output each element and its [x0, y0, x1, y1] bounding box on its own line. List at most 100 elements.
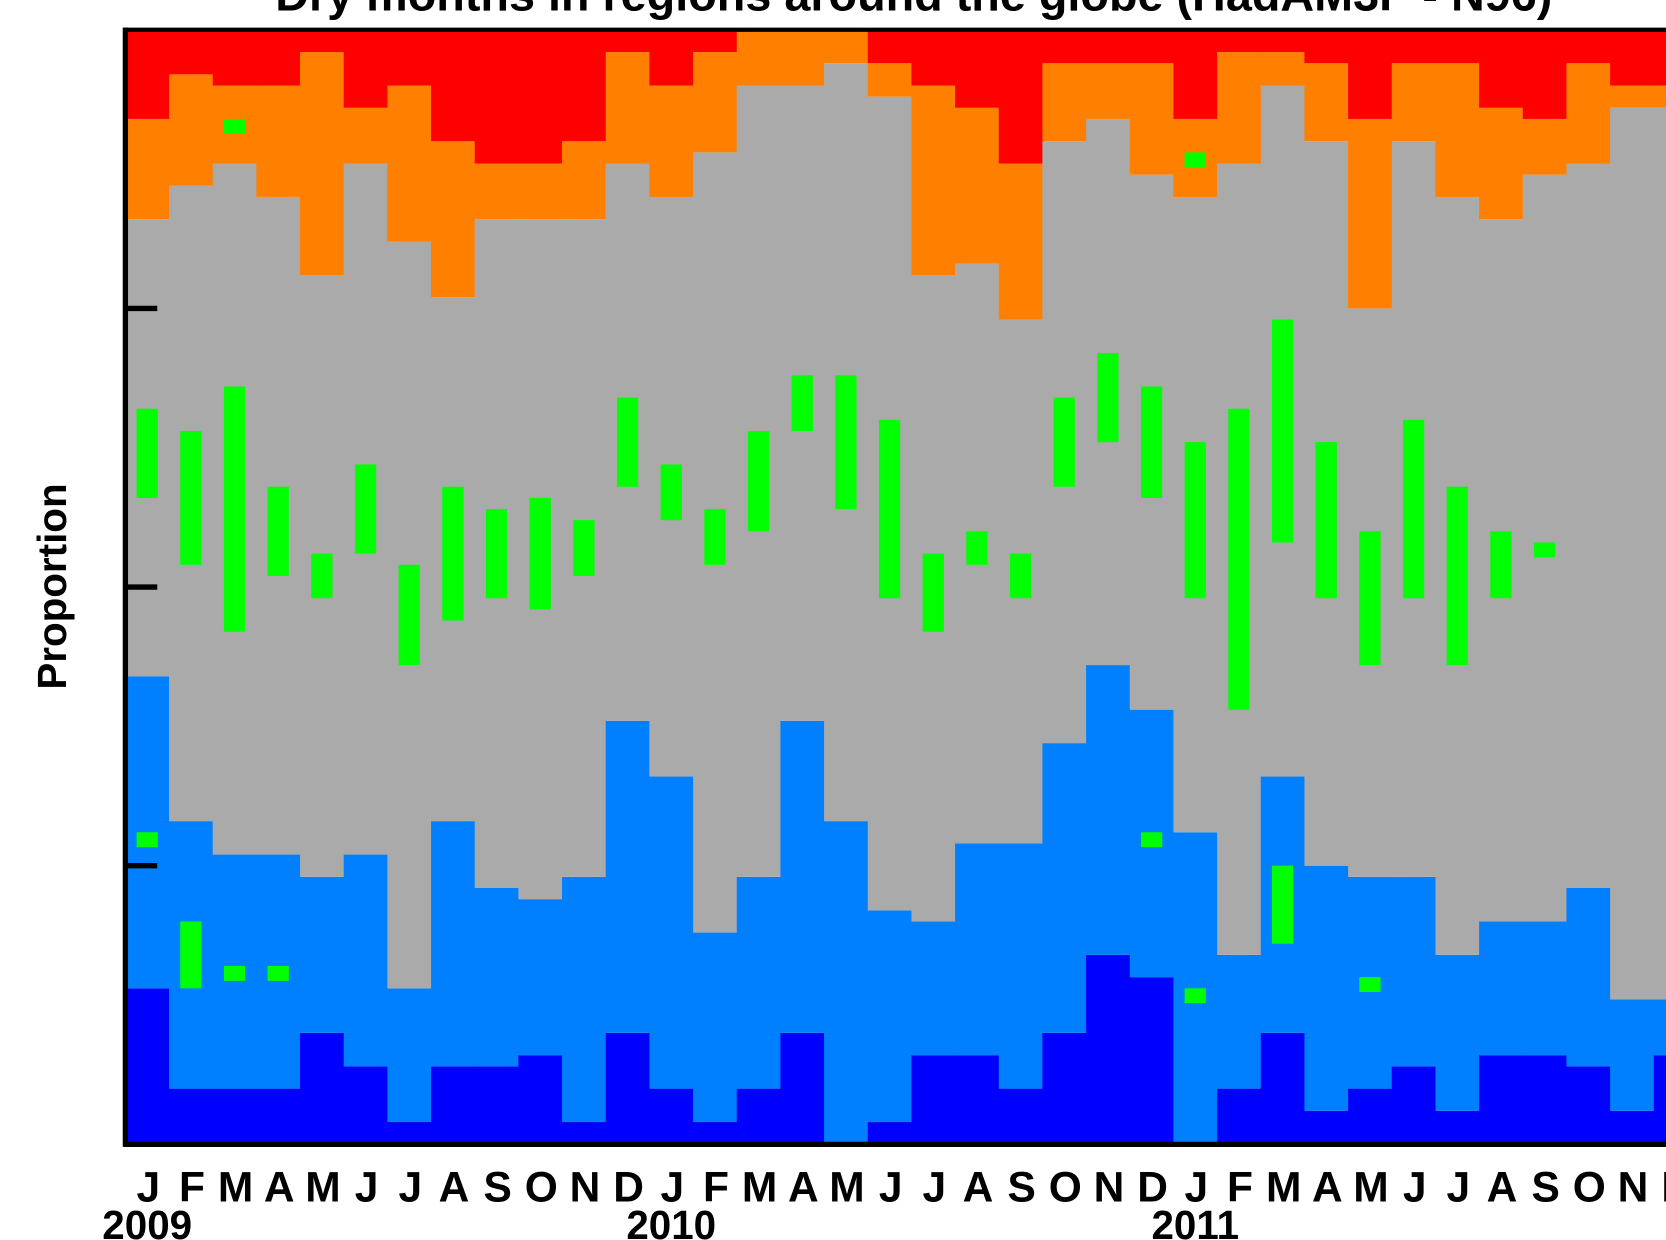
bar-segment	[649, 1088, 694, 1145]
bar-segment	[1260, 29, 1305, 53]
bar-segment	[212, 29, 257, 86]
bar-segment	[1129, 977, 1174, 1145]
bar-segment	[300, 1032, 345, 1145]
bar-segment	[1653, 999, 1666, 1056]
range-marker	[398, 564, 420, 666]
x-tick-label: S	[1531, 1165, 1559, 1212]
x-tick-label: J	[1185, 1165, 1209, 1212]
bar-segment	[824, 821, 869, 1145]
bar-segment	[474, 163, 519, 220]
bar-segment	[474, 29, 519, 164]
bar-segment	[1086, 29, 1131, 64]
bar-segment	[649, 776, 694, 1089]
x-tick-label: S	[1007, 1165, 1035, 1212]
bar-segment	[343, 854, 388, 1067]
x-tick-label: M	[305, 1165, 340, 1212]
bar-segment	[736, 876, 781, 1089]
x-tick-label: N	[570, 1165, 601, 1212]
bar-segment	[911, 29, 956, 86]
range-marker	[1490, 531, 1512, 599]
bar-segment	[1217, 1088, 1262, 1145]
bar-segment	[300, 29, 345, 53]
bar-segment	[1217, 52, 1262, 164]
bar-segment	[1435, 954, 1480, 1111]
bar-segment	[693, 52, 738, 153]
bar-segment	[343, 107, 388, 164]
bar-segment	[955, 29, 1000, 108]
range-marker	[616, 397, 639, 487]
bar-segment	[867, 1122, 912, 1145]
bar-segment	[736, 29, 781, 86]
bar-segment	[867, 910, 912, 1123]
bar-segment	[1129, 29, 1174, 64]
bar-segment	[1566, 887, 1611, 1067]
bar-segment	[998, 843, 1043, 1089]
bar-segment	[1566, 163, 1611, 888]
range-marker	[311, 553, 333, 599]
bar-segment	[169, 29, 214, 75]
range-marker	[1228, 408, 1250, 710]
range-marker	[1009, 553, 1032, 599]
bar-segment	[256, 85, 301, 197]
bar-segment	[1435, 1110, 1480, 1145]
x-tick-label: J	[922, 1165, 946, 1212]
bar-segment	[1348, 118, 1393, 309]
bar-segment	[1479, 107, 1524, 220]
range-marker	[573, 520, 595, 576]
range-marker	[223, 386, 246, 632]
x-tick-label: A	[963, 1165, 994, 1212]
bar-segment	[387, 85, 432, 242]
bar-segment	[1653, 29, 1666, 86]
range-marker	[660, 464, 682, 521]
range-marker	[180, 431, 202, 565]
x-tick-label: J	[1447, 1165, 1471, 1212]
bar-segment	[998, 29, 1043, 164]
chart-title: Dry months in regions around the globe (…	[275, 0, 1552, 21]
bar-segment	[1042, 743, 1087, 1033]
range-marker	[966, 531, 988, 565]
range-marker	[136, 408, 158, 498]
range-marker	[1359, 977, 1381, 993]
bar-segment	[125, 118, 170, 220]
bar-segment	[300, 876, 345, 1033]
range-marker	[1097, 353, 1119, 443]
bar-segment	[1173, 29, 1218, 119]
range-marker	[1184, 988, 1206, 1004]
bar-segment	[1610, 29, 1655, 86]
x-tick-label: M	[1353, 1165, 1388, 1212]
range-marker	[747, 431, 770, 532]
bar-segment	[431, 1066, 476, 1145]
bar-segment	[1304, 1110, 1349, 1145]
bar-segment	[300, 52, 345, 275]
bar-segment	[1304, 865, 1349, 1111]
x-tick-label: M	[829, 1165, 864, 1212]
range-marker	[878, 419, 901, 599]
bar-segment	[1566, 63, 1611, 164]
x-tick-label: D	[1661, 1165, 1666, 1212]
bar-segment	[649, 29, 694, 86]
bar-segment	[780, 1032, 825, 1145]
x-tick-label: O	[525, 1165, 558, 1212]
bar-segment	[1348, 1088, 1393, 1145]
bar-segment	[1610, 107, 1655, 1000]
bar-segment	[1086, 63, 1131, 119]
range-marker	[1053, 397, 1075, 487]
x-tick-label: M	[218, 1165, 253, 1212]
bar-segment	[125, 988, 170, 1145]
range-marker	[1315, 442, 1337, 599]
range-marker	[1184, 152, 1206, 168]
x-tick-label: J	[355, 1165, 379, 1212]
bar-segment	[474, 1066, 519, 1145]
bar-segment	[1391, 29, 1436, 64]
bar-segment	[780, 29, 825, 86]
bar-segment	[125, 29, 170, 119]
x-tick-label: F	[179, 1165, 205, 1212]
bar-segment	[1042, 29, 1087, 64]
range-marker	[442, 486, 464, 621]
bar-segment	[1129, 63, 1174, 175]
bar-segment	[911, 1055, 956, 1145]
bar-segment	[125, 676, 170, 989]
bar-segment	[1522, 118, 1567, 175]
bar-segment	[867, 29, 912, 64]
